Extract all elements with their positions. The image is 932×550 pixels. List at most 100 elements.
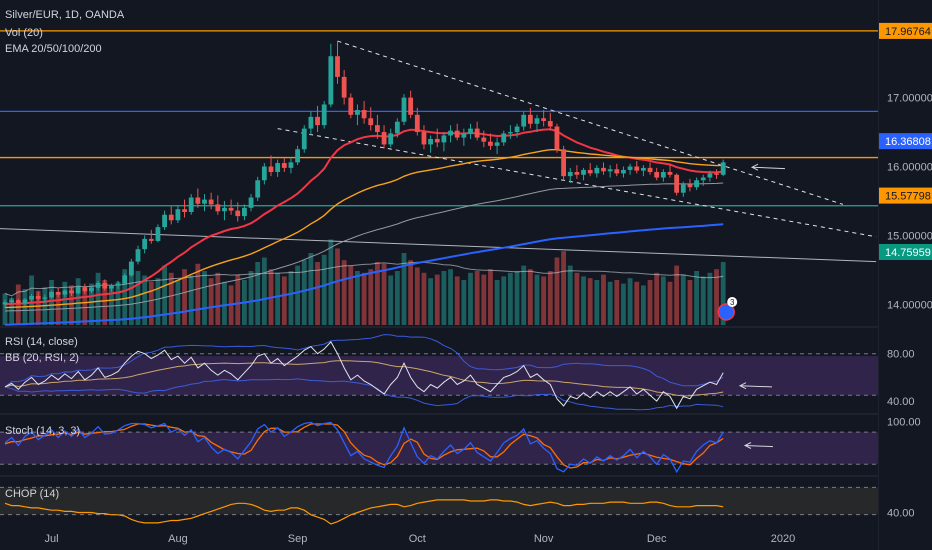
time-axis[interactable]: Jul Aug Sep Oct Nov Dec 2020	[45, 533, 796, 545]
candle-body	[694, 180, 699, 188]
ema-legend[interactable]: EMA 20/50/100/200	[5, 43, 102, 55]
candle-body	[235, 210, 241, 217]
bb-legend[interactable]: BB (20, RSI, 2)	[5, 352, 79, 364]
volume-bar	[168, 272, 174, 325]
volume-bar	[281, 276, 287, 325]
candle-body	[454, 130, 460, 138]
price-badge-label: 14.75959	[885, 247, 931, 259]
candle-body	[667, 172, 673, 175]
candle-body	[720, 162, 726, 175]
trendlines[interactable]	[0, 40, 877, 263]
volume-bar	[288, 271, 294, 325]
time-tick-label: Dec	[647, 533, 667, 545]
volume-bar	[527, 269, 533, 325]
indicator-lines	[4, 334, 724, 525]
volume-bar	[9, 298, 15, 325]
stoch-band-fill	[0, 432, 878, 465]
indicator-panels	[0, 353, 878, 516]
price-badges: 17.96764 16.36808 15.57798 14.75959	[879, 22, 932, 260]
ema-50-line	[4, 149, 724, 309]
price-badge-box	[879, 187, 932, 204]
candle-body	[614, 169, 620, 174]
arrow-rsi	[738, 382, 773, 390]
volume-bar	[547, 271, 553, 325]
candle-body	[547, 121, 553, 127]
candle-body	[660, 172, 666, 178]
candle-body	[328, 56, 334, 105]
volume-bar	[481, 274, 487, 325]
candle-body	[375, 125, 380, 133]
candle-body	[348, 97, 354, 115]
bb-basis-line	[4, 360, 724, 397]
wedge-upper-trendline	[337, 40, 844, 205]
candle-body	[188, 197, 194, 212]
price-tick-label: 15.00000	[887, 230, 932, 242]
candle-body	[128, 261, 134, 276]
volume-bar	[634, 281, 640, 325]
candle-body	[414, 114, 420, 133]
annotation-arrows[interactable]	[738, 163, 786, 449]
arrow-price	[750, 163, 786, 171]
candle-body	[581, 169, 586, 175]
rsi-legend[interactable]: RSI (14, close)	[5, 336, 78, 348]
volume-bar	[62, 281, 68, 325]
chop-line	[4, 499, 724, 525]
candle-body	[674, 174, 680, 193]
candle-body	[587, 169, 593, 174]
volume-bar	[581, 276, 586, 325]
volume-bar	[514, 271, 520, 325]
candle-body	[654, 172, 660, 178]
candle-body	[421, 132, 427, 145]
candle-body	[434, 138, 440, 143]
candle-body	[42, 297, 48, 299]
volume-bar	[521, 265, 527, 325]
candle-body	[55, 291, 61, 295]
candle-body	[641, 167, 646, 171]
volume-bar	[621, 283, 626, 325]
chop-legend[interactable]: CHOP (14)	[5, 488, 60, 500]
volume-bar	[408, 260, 414, 325]
candle-body	[468, 128, 473, 134]
candle-body	[461, 133, 467, 138]
volume-bar	[115, 281, 121, 325]
volume-bar	[95, 272, 101, 325]
candle-body	[368, 118, 374, 126]
price-axis[interactable]: 17.00000 16.00000 15.00000 14.00000 80.00 40.…	[879, 0, 932, 550]
candle-body	[102, 282, 108, 289]
candle-body	[281, 163, 287, 168]
volume-bar	[261, 257, 267, 325]
candle-body	[228, 207, 234, 211]
volume-bar	[355, 271, 360, 325]
volume-legend[interactable]: Vol (20)	[5, 27, 43, 39]
event-marker[interactable]: 3	[717, 297, 738, 321]
candle-body	[401, 97, 407, 122]
volume-bar	[182, 269, 187, 325]
volume-bar	[494, 280, 500, 325]
candle-body	[15, 300, 21, 303]
candle-body	[22, 299, 28, 303]
candle-body	[428, 138, 433, 145]
rsi-tick-label: 80.00	[887, 349, 915, 361]
volume-bar	[421, 272, 427, 325]
volume-bar	[434, 274, 440, 325]
volume-bar	[375, 262, 380, 325]
time-tick-label: Sep	[288, 533, 308, 545]
candle-body	[341, 76, 347, 98]
volume-bar	[601, 274, 606, 325]
stoch-legend[interactable]: Stoch (14, 3, 3)	[5, 425, 81, 437]
volume-bar	[381, 263, 387, 325]
symbol-legend[interactable]: Silver/EUR, 1D, OANDA	[5, 9, 125, 21]
ema-200-line	[4, 223, 724, 326]
volume-bar	[428, 278, 433, 325]
volume-bar	[694, 271, 699, 325]
volume-bar	[315, 262, 320, 325]
volume-bar	[607, 281, 613, 325]
candle-body	[109, 285, 114, 289]
event-count-bubble	[727, 297, 738, 307]
event-marker-icon	[717, 303, 735, 321]
candle-body	[501, 133, 507, 143]
volume-bar	[361, 272, 367, 325]
volume-bar	[394, 271, 400, 325]
volume-bar	[295, 265, 300, 325]
